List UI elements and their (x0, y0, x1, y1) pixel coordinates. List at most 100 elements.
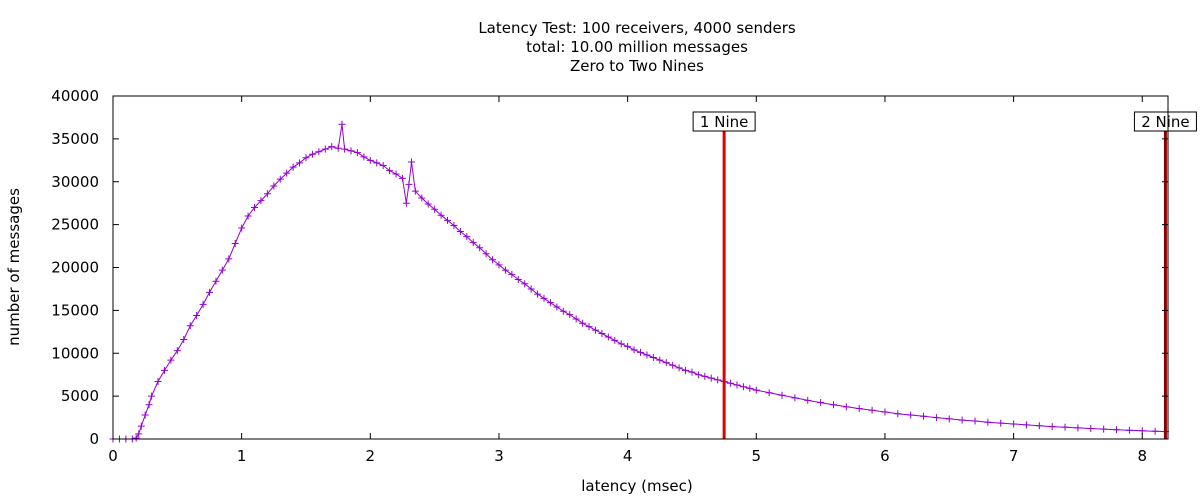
data-point (701, 372, 709, 380)
data-point (1125, 426, 1133, 434)
data-point (765, 389, 773, 397)
data-point (469, 239, 477, 247)
data-point (746, 384, 754, 392)
data-point (141, 411, 149, 419)
data-point (604, 333, 612, 341)
data-point (521, 280, 529, 288)
data-point (402, 199, 410, 207)
data-point (527, 285, 535, 293)
data-point (225, 255, 233, 263)
data-point (791, 394, 799, 402)
data-point (1151, 427, 1159, 435)
data-point (145, 401, 153, 409)
data-point (559, 307, 567, 315)
x-tick-label: 8 (1137, 447, 1147, 465)
x-tick-label: 4 (623, 447, 633, 465)
data-point (617, 340, 625, 348)
data-point (958, 416, 966, 424)
plot-frame (112, 95, 1169, 440)
y-tick-label: 0 (89, 430, 99, 448)
data-point (682, 366, 690, 374)
data-point (379, 161, 387, 169)
x-tick-label: 3 (494, 447, 504, 465)
data-point (238, 224, 246, 232)
data-point (186, 322, 194, 330)
data-point (482, 250, 490, 258)
data-point (167, 356, 175, 364)
data-point (649, 354, 657, 362)
data-point (1035, 422, 1043, 430)
data-point (338, 120, 346, 128)
data-point (283, 169, 291, 177)
data-point (373, 159, 381, 167)
data-point (160, 366, 168, 374)
x-tick-label: 6 (880, 447, 890, 465)
data-point (193, 312, 201, 320)
marker-label: 1 Nine (700, 113, 748, 131)
data-point (154, 378, 162, 386)
data-point (971, 417, 979, 425)
x-axis-label: latency (msec) (581, 477, 692, 495)
y-tick-label: 20000 (51, 259, 99, 277)
data-point (205, 288, 213, 296)
data-point (1022, 421, 1030, 429)
data-point (341, 145, 349, 153)
data-point (566, 311, 574, 319)
data-point (353, 149, 361, 157)
y-tick-label: 5000 (61, 387, 99, 405)
data-point (546, 299, 554, 307)
data-point (347, 147, 355, 155)
data-point (173, 347, 181, 355)
data-point (624, 342, 632, 350)
data-point (1061, 423, 1069, 431)
tick-layer: 0 1 2 3 4 5 6 7 8 0 5000 10000 15000 20000 25000 30000 3… (51, 87, 1168, 465)
data-point (289, 163, 297, 171)
data-point (418, 194, 426, 202)
data-point (231, 239, 239, 247)
data-point (842, 403, 850, 411)
data-point (132, 434, 140, 442)
data-point (1087, 425, 1095, 433)
data-point (257, 197, 265, 205)
data-point (611, 336, 619, 344)
data-point (463, 233, 471, 241)
marker-label-box (692, 111, 756, 132)
y-tick-label: 15000 (51, 301, 99, 319)
data-point (637, 348, 644, 356)
data-point (315, 148, 323, 156)
data-point (180, 336, 188, 344)
data-point (1074, 424, 1082, 432)
data-point (308, 150, 316, 158)
data-point (553, 303, 561, 311)
data-point (707, 374, 715, 382)
data-point (817, 399, 825, 407)
x-tick-label: 2 (366, 447, 376, 465)
data-point (321, 145, 329, 153)
y-tick-label: 40000 (51, 87, 99, 105)
data-point (540, 294, 548, 302)
data-point (829, 401, 837, 409)
data-point (868, 406, 876, 414)
data-point (984, 418, 992, 426)
data-point (1048, 423, 1056, 431)
data-point (199, 300, 207, 308)
x-tick-label: 1 (237, 447, 247, 465)
data-point (431, 205, 439, 213)
data-point (579, 319, 587, 327)
data-point (212, 277, 220, 285)
data-point (148, 392, 156, 400)
data-point (669, 361, 677, 369)
data-point (1010, 420, 1018, 428)
data-point (276, 175, 284, 183)
data-point (662, 359, 670, 367)
chart-title: Latency Test: 100 receivers, 4000 sender… (478, 19, 796, 37)
data-point (643, 351, 651, 359)
data-point (328, 143, 336, 151)
data-point (591, 326, 599, 334)
data-point (714, 376, 722, 384)
data-point (894, 410, 902, 418)
data-point (456, 227, 464, 235)
data-point (444, 216, 452, 224)
data-point (514, 276, 522, 284)
